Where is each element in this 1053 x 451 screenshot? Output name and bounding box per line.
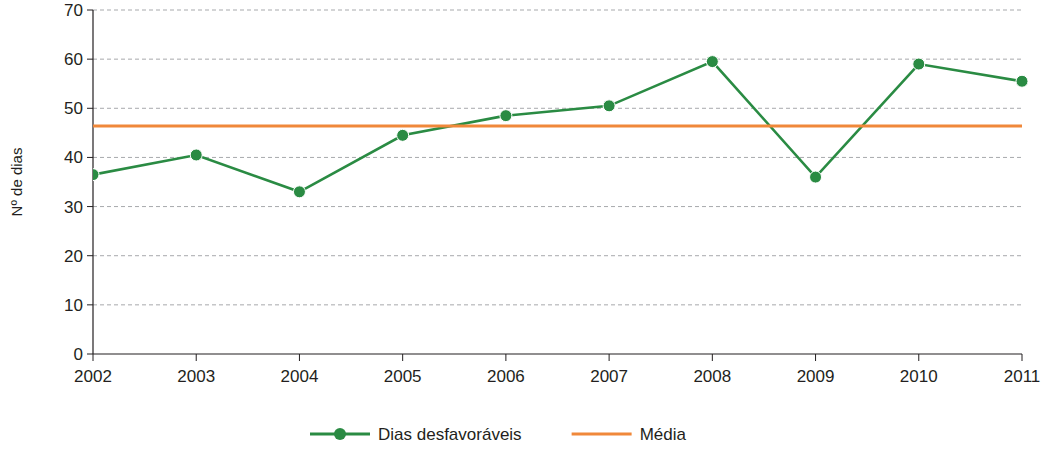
chart-container: 0 10 20 30 40 50 60 70 2002 2003 2004 2005 2006 2007 2…	[0, 0, 1053, 451]
plot-area	[93, 56, 1028, 198]
x-tick	[918, 354, 919, 361]
x-tick	[505, 354, 506, 361]
y-tick	[87, 10, 93, 11]
x-tick-label: 2005	[384, 367, 422, 386]
legend-swatch	[572, 433, 632, 436]
point	[603, 100, 615, 112]
x-tick-label: 2010	[900, 367, 938, 386]
y-tick	[87, 59, 93, 60]
grid-line	[93, 10, 1022, 11]
x-tick	[93, 354, 94, 361]
legend-label: Dias desfavoráveis	[378, 425, 522, 444]
y-tick-label: 30	[64, 198, 83, 217]
x-tick	[299, 354, 300, 361]
x-axis	[93, 353, 1022, 354]
point	[190, 149, 202, 161]
x-tick	[815, 354, 816, 361]
grid-line	[93, 206, 1022, 207]
grid-line	[93, 59, 1022, 60]
point	[913, 58, 925, 70]
point	[706, 56, 718, 68]
x-tick-label: 2011	[1004, 367, 1041, 386]
series-line	[93, 124, 1022, 127]
y-tick-label: 0	[74, 345, 83, 364]
x-tick-label: 2003	[177, 367, 215, 386]
y-tick	[87, 354, 93, 355]
grid-line	[93, 108, 1022, 109]
legend-marker	[334, 428, 346, 440]
y-tick-label: 70	[64, 1, 83, 20]
y-tick	[87, 206, 93, 207]
y-tick	[87, 108, 93, 109]
y-tick-label: 40	[64, 148, 83, 167]
x-tick	[1022, 354, 1023, 361]
grid-line	[93, 255, 1022, 256]
y-tick-label: 60	[64, 50, 83, 69]
point	[1016, 75, 1028, 87]
legend-label: Média	[640, 425, 687, 444]
grid-line	[93, 157, 1022, 158]
point	[810, 171, 822, 183]
point	[500, 110, 512, 122]
grid-line	[93, 304, 1022, 305]
y-tick	[87, 255, 93, 256]
point	[93, 169, 99, 181]
x-tick-label: 2007	[590, 367, 628, 386]
series-line	[93, 62, 1022, 192]
x-tick-label: 2009	[797, 367, 835, 386]
y-tick-label: 10	[64, 296, 83, 315]
y-tick	[87, 304, 93, 305]
y-tick	[87, 157, 93, 158]
y-axis-label: Nº de dias	[8, 148, 25, 217]
y-axis	[92, 10, 93, 354]
x-tick-label: 2004	[281, 367, 319, 386]
point	[397, 129, 409, 141]
x-tick	[196, 354, 197, 361]
y-tick-label: 50	[64, 99, 83, 118]
legend: Dias desfavoráveis Média	[310, 425, 686, 444]
x-tick	[402, 354, 403, 361]
y-tick-label: 20	[64, 247, 83, 266]
x-tick-label: 2008	[693, 367, 731, 386]
x-tick-label: 2002	[74, 367, 112, 386]
x-tick	[609, 354, 610, 361]
x-tick	[712, 354, 713, 361]
chart-svg: 0 10 20 30 40 50 60 70 2002 2003 2004 2005 2006 2007 2…	[0, 0, 1053, 451]
x-tick-label: 2006	[487, 367, 525, 386]
point	[293, 186, 305, 198]
